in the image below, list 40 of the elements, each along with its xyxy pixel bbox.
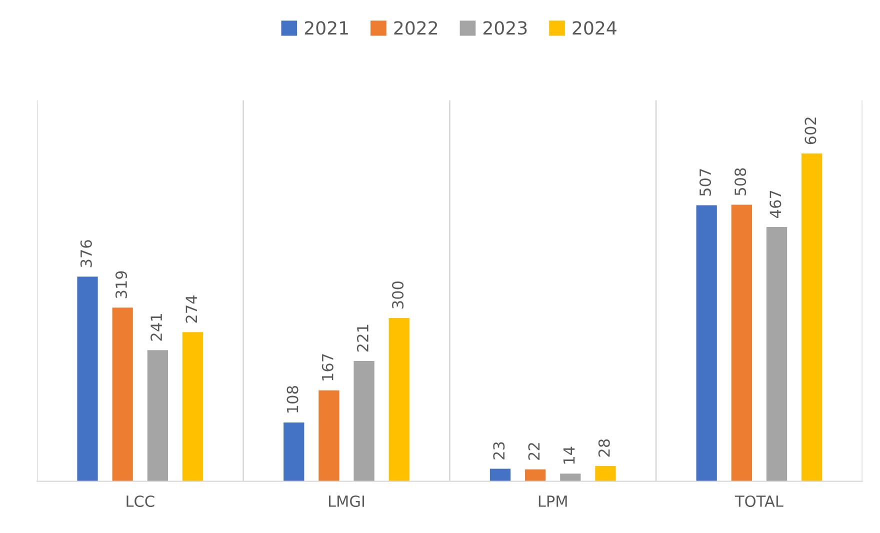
data-label: 274 [186,295,197,323]
data-label: 221 [356,324,368,352]
bar [388,318,410,482]
bar [731,204,752,482]
data-label: 602 [804,118,816,144]
bar [595,466,616,482]
data-label: 300 [392,281,404,308]
bar [766,227,788,482]
x-tick-label: TOTAL [734,495,784,508]
data-label: 23 [493,442,505,460]
bar [560,474,581,482]
bar [525,469,546,482]
bar [354,360,374,482]
legend-label: 2022 [394,21,438,35]
data-label: 22 [528,443,540,460]
data-label: 14 [563,446,575,464]
legend-label: 2023 [484,21,527,35]
bar [318,390,340,482]
x-tick-label: LCC [126,495,154,508]
bar [696,205,717,482]
bar [77,276,98,482]
legend-label: 2024 [572,21,616,35]
bar [147,350,168,482]
x-tick-label: LMGI [328,495,364,508]
data-label: 167 [322,354,334,380]
bar [284,422,304,482]
data-label: 376 [80,240,92,268]
legend-label: 2021 [304,21,348,35]
bar [490,468,511,482]
data-label: 319 [115,271,128,298]
bar [182,332,204,482]
data-label: 28 [598,439,610,457]
data-label: 241 [150,314,162,341]
data-label: 508 [734,168,746,196]
data-label: 507 [699,169,712,196]
data-label: 108 [286,386,298,412]
bar [802,154,822,482]
bar [112,308,133,482]
data-label: 467 [770,190,782,218]
x-tick-label: LPM [538,496,567,507]
